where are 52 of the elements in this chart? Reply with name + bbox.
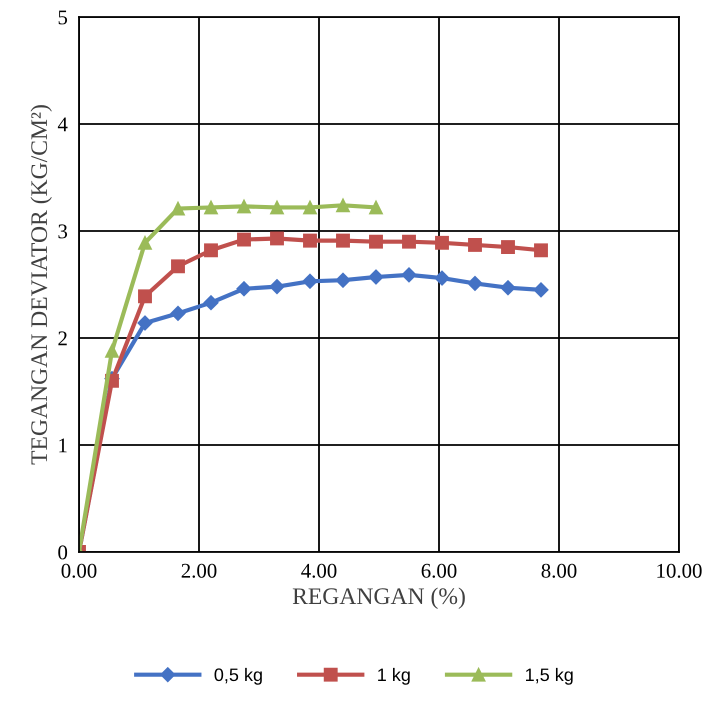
point bbox=[237, 199, 251, 214]
x-tick-label: 10.00 bbox=[657, 564, 702, 578]
x-tick-label: 8.00 bbox=[542, 564, 576, 578]
x-tick-label: 4.00 bbox=[301, 564, 336, 578]
point bbox=[434, 270, 450, 286]
point bbox=[270, 200, 284, 214]
point bbox=[336, 198, 350, 212]
point bbox=[402, 234, 416, 249]
point bbox=[137, 315, 153, 331]
point bbox=[500, 280, 516, 296]
point bbox=[203, 295, 219, 310]
point bbox=[534, 243, 548, 258]
point bbox=[270, 232, 284, 246]
point bbox=[105, 344, 119, 358]
point bbox=[138, 289, 152, 304]
legend-label: 1,5 kg bbox=[526, 668, 573, 685]
point bbox=[303, 234, 317, 248]
point bbox=[336, 234, 350, 248]
y-tick-label: 4 bbox=[58, 118, 68, 132]
point bbox=[170, 306, 186, 321]
point bbox=[236, 281, 252, 296]
y-tick-label: 1 bbox=[59, 438, 67, 452]
point bbox=[533, 282, 549, 298]
legend-label: 1 kg bbox=[378, 668, 410, 685]
point bbox=[501, 240, 515, 254]
y-axis-title: TEGANGAN DEVIATOR (KG/CM²) bbox=[30, 105, 52, 464]
point bbox=[204, 200, 218, 214]
x-tick-label: 0.00 bbox=[62, 564, 96, 578]
point bbox=[269, 279, 285, 294]
y-tick-label: 5 bbox=[58, 10, 68, 24]
y-tick-label: 0 bbox=[58, 545, 68, 560]
point bbox=[368, 269, 384, 285]
y-tick-label: 2 bbox=[58, 331, 67, 346]
point bbox=[138, 236, 152, 250]
legend-label: 0,5 kg bbox=[214, 668, 262, 685]
point bbox=[303, 200, 317, 214]
point bbox=[171, 202, 185, 216]
point bbox=[335, 272, 351, 288]
point bbox=[369, 200, 383, 214]
point bbox=[171, 259, 185, 274]
point bbox=[237, 232, 251, 247]
y-tick-label: 3 bbox=[58, 224, 68, 238]
point bbox=[204, 243, 218, 258]
point bbox=[435, 236, 449, 250]
point bbox=[369, 234, 383, 249]
point bbox=[401, 267, 417, 282]
point bbox=[468, 238, 482, 252]
point bbox=[302, 274, 318, 289]
x-tick-label: 6.00 bbox=[422, 564, 456, 578]
x-tick-label: 2.00 bbox=[182, 564, 216, 578]
point bbox=[467, 276, 483, 291]
x-axis-title: REGANGAN (%) bbox=[292, 588, 465, 609]
